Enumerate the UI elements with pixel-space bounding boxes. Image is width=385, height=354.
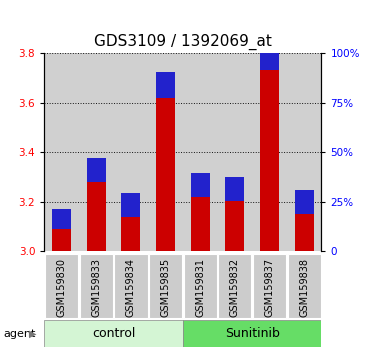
Bar — [121, 217, 141, 251]
Bar — [225, 200, 244, 251]
Bar — [184, 254, 217, 318]
Text: GSM159834: GSM159834 — [126, 258, 136, 317]
Bar — [253, 254, 286, 318]
Title: GDS3109 / 1392069_at: GDS3109 / 1392069_at — [94, 34, 272, 50]
Text: control: control — [92, 327, 135, 340]
Bar — [52, 209, 71, 229]
Bar — [87, 158, 106, 182]
Bar — [114, 254, 147, 318]
Text: GSM159831: GSM159831 — [195, 258, 205, 317]
Bar — [260, 70, 279, 251]
Text: GSM159837: GSM159837 — [264, 258, 275, 318]
Bar — [295, 190, 314, 214]
Bar — [87, 182, 106, 251]
Text: GSM159830: GSM159830 — [57, 258, 67, 317]
Bar — [149, 254, 182, 318]
Bar — [225, 177, 244, 201]
Bar — [295, 214, 314, 251]
Text: GSM159832: GSM159832 — [230, 258, 240, 318]
Bar — [80, 254, 113, 318]
Bar — [191, 197, 210, 251]
Bar — [288, 254, 321, 318]
Bar — [183, 320, 321, 347]
Bar — [45, 254, 78, 318]
Bar — [218, 254, 251, 318]
Text: GSM159833: GSM159833 — [91, 258, 101, 317]
Text: ▶: ▶ — [29, 329, 36, 339]
Bar — [260, 41, 279, 70]
Bar — [52, 229, 71, 251]
Text: agent: agent — [4, 329, 36, 339]
Text: GSM159835: GSM159835 — [161, 258, 171, 318]
Text: Sunitinib: Sunitinib — [225, 327, 280, 340]
Bar — [191, 173, 210, 197]
Bar — [44, 320, 183, 347]
Text: GSM159838: GSM159838 — [299, 258, 309, 317]
Bar — [156, 72, 175, 98]
Bar — [121, 193, 141, 217]
Bar — [156, 98, 175, 251]
